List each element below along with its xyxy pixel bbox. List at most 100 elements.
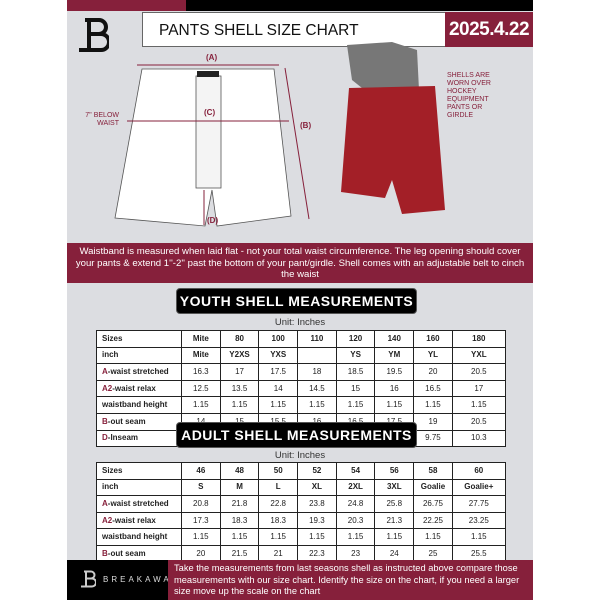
- row-label-text: -waist relax: [112, 383, 156, 393]
- table-cell: 23.8: [297, 495, 337, 513]
- table-cell: 180: [451, 330, 506, 348]
- row-label-prefix: A2: [102, 515, 113, 525]
- shell-photo: [341, 42, 445, 214]
- top-accent-bar: [67, 0, 186, 11]
- size-chart-sheet: PANTS SHELL SIZE CHART 2025.4.22 (A) (C)…: [67, 0, 533, 600]
- table-cell: 1.15: [297, 396, 337, 414]
- row-label-text: inch: [102, 350, 119, 360]
- row-label-text: Sizes: [102, 333, 123, 343]
- table-cell: 15: [335, 379, 376, 398]
- table-cell: 9.75: [413, 429, 453, 448]
- table-cell: 18: [297, 363, 337, 381]
- row-label-text: Sizes: [102, 465, 123, 475]
- row-label: Sizes: [96, 330, 182, 348]
- table-cell: [297, 346, 337, 365]
- footer-brand-panel: BREAKAWAY: [67, 560, 177, 600]
- table-cell: 1.15: [297, 528, 337, 546]
- table-cell: 19.5: [374, 363, 415, 381]
- table-row: A2-waist relax 12.5 13.5 14 14.5 15 16 16.5 17: [96, 379, 506, 398]
- row-label-prefix: B: [102, 416, 108, 426]
- row-label: A-waist stretched: [96, 495, 182, 513]
- table-row: inch S M L XL 2XL 3XL Goalie Goalie+: [96, 478, 506, 497]
- table-cell: 1.15: [181, 528, 221, 546]
- table-cell: 27.75: [451, 495, 506, 513]
- row-label-text: -waist stretched: [107, 498, 169, 508]
- adult-unit-label: Unit: Inches: [274, 450, 326, 461]
- table-cell: L: [258, 478, 299, 497]
- table-cell: 20.3: [335, 511, 376, 530]
- table-cell: YL: [413, 346, 453, 365]
- dimension-a-label: (A): [206, 53, 218, 62]
- table-cell: 110: [297, 330, 337, 348]
- row-label-text: inch: [102, 482, 119, 492]
- table-cell: 50: [258, 462, 299, 480]
- date-badge: 2025.4.22: [445, 12, 533, 47]
- table-row: waistband height 1.15 1.15 1.15 1.15 1.15 1.15…: [96, 396, 506, 414]
- table-cell: 19.3: [297, 511, 337, 530]
- table-cell: 10.3: [451, 429, 506, 448]
- table-row: A2-waist relax 17.3 18.3 18.3 19.3 20.3 21.3 22…: [96, 511, 506, 530]
- table-cell: 25.8: [374, 495, 415, 513]
- table-row: A-waist stretched 16.3 17 17.5 18 18.5 19.5 20 2…: [96, 363, 506, 381]
- table-cell: 56: [374, 462, 415, 480]
- table-cell: 1.15: [181, 396, 221, 414]
- row-label: B-out seam: [96, 412, 182, 431]
- table-cell: 18.5: [335, 363, 376, 381]
- table-cell: 24.8: [335, 495, 376, 513]
- dimension-d-label: (D): [207, 216, 219, 225]
- table-cell: 23.25: [451, 511, 506, 530]
- table-cell: 3XL: [374, 478, 415, 497]
- top-black-bar: [186, 0, 533, 11]
- table-cell: 140: [374, 330, 415, 348]
- row-label: inch: [96, 478, 182, 497]
- table-cell: 18.3: [219, 511, 260, 530]
- table-cell: 1.15: [258, 396, 299, 414]
- brand-name: BREAKAWAY: [103, 575, 180, 584]
- table-cell: 20: [413, 363, 453, 381]
- table-cell: YM: [374, 346, 415, 365]
- table-row: inch Mite Y2XS YXS YS YM YL YXL: [96, 346, 506, 365]
- youth-section-title: YOUTH SHELL MEASUREMENTS: [176, 288, 417, 314]
- row-label-text: -waist stretched: [107, 366, 169, 376]
- row-label-prefix: D: [102, 433, 108, 443]
- table-cell: 60: [451, 462, 506, 480]
- row-label: waistband height: [96, 528, 182, 546]
- table-cell: 17: [219, 363, 260, 381]
- table-cell: Mite: [181, 346, 221, 365]
- table-cell: Mite: [181, 330, 221, 348]
- table-cell: YS: [335, 346, 376, 365]
- table-row: A-waist stretched 20.8 21.8 22.8 23.8 24.8 25.…: [96, 495, 506, 513]
- table-cell: S: [181, 478, 221, 497]
- table-cell: 13.5: [219, 379, 260, 398]
- table-cell: 17.3: [181, 511, 221, 530]
- footer-instructions: Take the measurements from last seasons …: [168, 560, 533, 600]
- table-cell: 20.5: [451, 363, 506, 381]
- table-cell: YXS: [258, 346, 299, 365]
- below-waist-note: 7'' BELOW WAIST: [85, 112, 119, 127]
- row-label: Sizes: [96, 462, 182, 480]
- table-cell: 80: [219, 330, 260, 348]
- table-cell: M: [219, 478, 260, 497]
- row-label-text: -waist relax: [112, 515, 156, 525]
- table-cell: 20.5: [451, 412, 506, 431]
- row-label-prefix: A: [102, 498, 108, 508]
- table-cell: 16: [374, 379, 415, 398]
- row-label-prefix: A: [102, 366, 108, 376]
- table-cell: XL: [297, 478, 337, 497]
- table-cell: YXL: [451, 346, 506, 365]
- table-cell: 1.15: [413, 528, 453, 546]
- table-cell: 2XL: [335, 478, 376, 497]
- table-cell: 14.5: [297, 379, 337, 398]
- table-cell: 16.5: [413, 379, 453, 398]
- table-cell: Y2XS: [219, 346, 260, 365]
- table-cell: 17: [451, 379, 506, 398]
- table-cell: 1.15: [374, 396, 415, 414]
- table-cell: 20.8: [181, 495, 221, 513]
- row-label: A2-waist relax: [96, 511, 182, 530]
- brand-logo-icon: [79, 18, 109, 52]
- youth-unit-label: Unit: Inches: [274, 317, 326, 328]
- measurement-info-banner: Waistband is measured when laid flat - n…: [67, 243, 533, 283]
- row-label: waistband height: [96, 396, 182, 414]
- shorts-diagram: [114, 42, 445, 227]
